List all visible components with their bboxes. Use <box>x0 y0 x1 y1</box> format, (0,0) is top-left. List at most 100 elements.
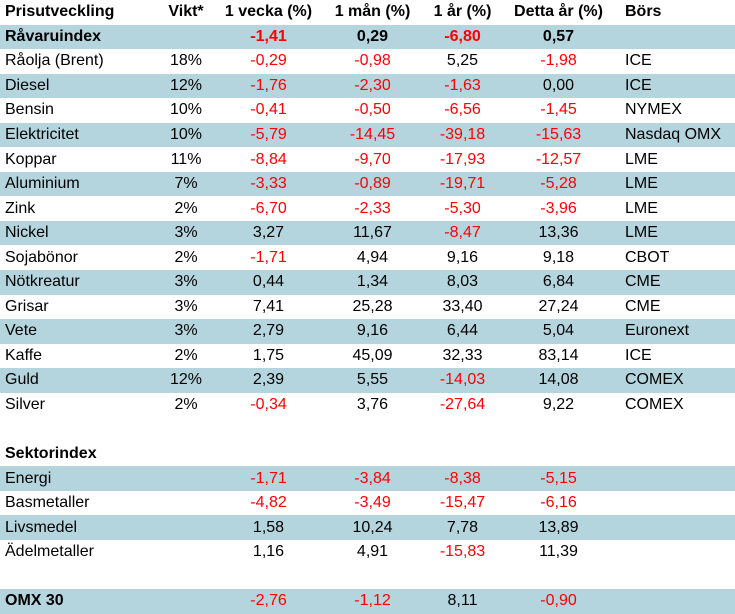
cell-ytd-pct: 11,39 <box>539 543 578 561</box>
cell-ytd-pct: -1,45 <box>540 101 577 119</box>
cell-1year-pct: 8,11 <box>420 589 505 614</box>
cell-name: Kaffe <box>5 346 43 364</box>
table-row: Koppar 11% -8,84 -9,70 -17,93 -12,57 LME <box>0 147 735 172</box>
table-row: Sektorindex <box>0 442 735 467</box>
cell-1year-pct: 33,40 <box>442 297 483 315</box>
table-row: Aluminium 7% -3,33 -0,89 -19,71 -5,28 LME <box>0 171 735 197</box>
cell-1week-pct: 1,75 <box>252 346 285 364</box>
cell-exchange: ICE <box>625 52 652 70</box>
column-header-weight: Vikt* <box>168 3 204 21</box>
cell-weight: 3% <box>160 220 212 246</box>
cell-1week-pct: -3,33 <box>212 171 325 197</box>
cell-exchange: CME <box>625 297 661 315</box>
cell-exchange <box>612 442 735 467</box>
cell-1week-pct: 3,27 <box>212 220 325 246</box>
cell-1year-pct: -15,47 <box>439 494 486 512</box>
cell-weight: 18% <box>169 52 203 70</box>
table-row: Råolja (Brent) 18% -0,29 -0,98 5,25 -1,98 ICE <box>0 49 735 74</box>
cell-1year-pct <box>420 565 505 590</box>
cell-ytd-pct: 0,57 <box>505 24 612 50</box>
cell-exchange <box>612 589 735 614</box>
cell-1month-pct: 9,16 <box>325 319 420 344</box>
cell-1year-pct: 6,44 <box>420 319 505 344</box>
cell-1month-pct: -14,45 <box>325 122 420 148</box>
cell-name: Zink <box>5 199 36 217</box>
column-header-name: Prisutveckling <box>5 3 115 21</box>
cell-1week-pct: 0,44 <box>212 270 325 295</box>
cell-1year-pct: 9,16 <box>446 248 479 266</box>
cell-exchange <box>612 417 735 442</box>
cell-name <box>0 417 160 442</box>
cell-weight: 12% <box>160 368 212 393</box>
table-row: Grisar 3% 7,41 25,28 33,40 27,24 CME <box>0 295 735 320</box>
cell-exchange: CBOT <box>625 248 670 266</box>
table-row: Elektricitet 10% -5,79 -14,45 -39,18 -15,63 Na… <box>0 122 735 148</box>
cell-1week-pct: 1,58 <box>212 515 325 541</box>
cell-ytd-pct: -5,15 <box>505 466 612 491</box>
table-row: OMX 30 -2,76 -1,12 8,11 -0,90 <box>0 589 735 614</box>
cell-ytd-pct <box>505 442 612 467</box>
cell-weight: 10% <box>169 101 203 119</box>
cell-weight <box>160 589 212 614</box>
cell-1year-pct: 32,33 <box>442 346 483 364</box>
cell-1week-pct: -1,41 <box>212 24 325 50</box>
cell-exchange: ICE <box>625 346 652 364</box>
cell-name: Sektorindex <box>5 445 97 463</box>
column-header-1year: 1 år (%) <box>433 3 492 21</box>
cell-weight: 2% <box>174 248 198 266</box>
cell-weight <box>160 540 212 565</box>
cell-weight: 7% <box>160 171 212 197</box>
table-row: Sojabönor 2% -1,71 4,94 9,16 9,18 CBOT <box>0 245 735 270</box>
cell-exchange <box>612 491 735 516</box>
cell-exchange: LME <box>612 220 735 246</box>
table-row: Livsmedel 1,58 10,24 7,78 13,89 <box>0 515 735 541</box>
cell-1week-pct: -6,70 <box>250 199 287 217</box>
cell-1month-pct: -0,50 <box>354 101 391 119</box>
cell-1month-pct: -3,49 <box>354 494 391 512</box>
cell-weight: 2% <box>174 346 198 364</box>
cell-name: OMX 30 <box>0 589 160 614</box>
cell-exchange: NYMEX <box>625 101 682 119</box>
cell-1week-pct: 2,39 <box>212 368 325 393</box>
cell-weight: 11% <box>170 150 202 168</box>
cell-exchange <box>612 565 735 590</box>
cell-1month-pct: 5,55 <box>325 368 420 393</box>
column-header-1week: 1 vecka (%) <box>224 3 313 21</box>
cell-1week-pct: -5,79 <box>212 122 325 148</box>
cell-1week-pct: 1,16 <box>252 543 285 561</box>
spacer-row <box>0 417 735 442</box>
table-row: Zink 2% -6,70 -2,33 -5,30 -3,96 LME <box>0 196 735 221</box>
cell-name: Aluminium <box>0 171 160 197</box>
cell-ytd-pct <box>505 565 612 590</box>
cell-weight: 10% <box>160 122 212 148</box>
cell-ytd-pct: -12,57 <box>535 150 582 168</box>
table-row: Råvaruindex -1,41 0,29 -6,80 0,57 <box>0 24 735 50</box>
cell-1week-pct: 2,79 <box>212 319 325 344</box>
cell-1month-pct: -9,70 <box>354 150 391 168</box>
cell-exchange <box>612 466 735 491</box>
cell-name: Livsmedel <box>0 515 160 541</box>
cell-name: Koppar <box>5 150 57 168</box>
table-row: Kaffe 2% 1,75 45,09 32,33 83,14 ICE <box>0 344 735 369</box>
column-header-exchange: Börs <box>625 3 662 21</box>
cell-name: Diesel <box>0 73 160 99</box>
cell-weight <box>160 491 212 516</box>
cell-ytd-pct: 9,22 <box>542 396 575 414</box>
table-header-row: Prisutveckling Vikt* 1 vecka (%) 1 mån (%) 1… <box>0 0 735 25</box>
cell-1week-pct: -4,82 <box>250 494 287 512</box>
cell-ytd-pct: 5,04 <box>505 319 612 344</box>
cell-weight: 3% <box>160 319 212 344</box>
cell-exchange <box>612 24 735 50</box>
cell-1week-pct: -0,34 <box>250 396 287 414</box>
cell-name: Sojabönor <box>5 248 78 266</box>
column-header-1month: 1 mån (%) <box>334 3 411 21</box>
cell-1year-pct: -39,18 <box>420 122 505 148</box>
column-header-ytd: Detta år (%) <box>514 3 603 21</box>
cell-name: Nickel <box>0 220 160 246</box>
cell-exchange <box>612 540 735 565</box>
cell-exchange: Euronext <box>612 319 735 344</box>
cell-weight <box>160 466 212 491</box>
cell-ytd-pct: 9,18 <box>542 248 575 266</box>
cell-1week-pct <box>212 442 325 467</box>
